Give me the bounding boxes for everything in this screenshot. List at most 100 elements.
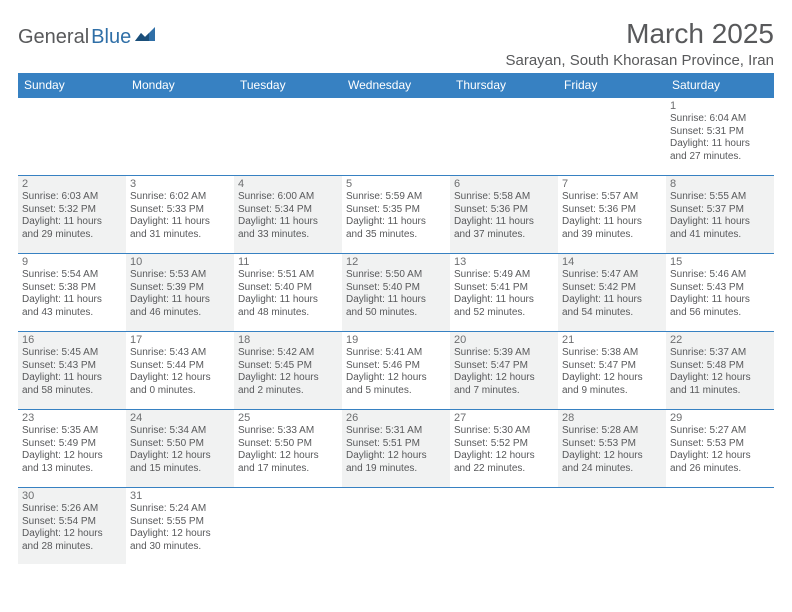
daylight-text2: and 5 minutes. bbox=[346, 385, 446, 398]
calendar-cell: 17Sunrise: 5:43 AMSunset: 5:44 PMDayligh… bbox=[126, 332, 234, 410]
calendar-cell bbox=[666, 488, 774, 564]
day-info: Sunrise: 5:24 AMSunset: 5:55 PMDaylight:… bbox=[130, 503, 230, 553]
sunset-text: Sunset: 5:54 PM bbox=[22, 516, 122, 529]
day-number: 17 bbox=[130, 334, 230, 346]
sunrise-text: Sunrise: 5:57 AM bbox=[562, 191, 662, 204]
day-number: 3 bbox=[130, 178, 230, 190]
sunset-text: Sunset: 5:36 PM bbox=[454, 204, 554, 217]
day-number: 2 bbox=[22, 178, 122, 190]
daylight-text: Daylight: 11 hours bbox=[130, 294, 230, 307]
daylight-text2: and 56 minutes. bbox=[670, 307, 770, 320]
calendar-page: GeneralBlue March 2025 Sarayan, South Kh… bbox=[0, 0, 792, 564]
sunset-text: Sunset: 5:44 PM bbox=[130, 360, 230, 373]
daylight-text2: and 27 minutes. bbox=[670, 151, 770, 164]
weekday-header: Thursday bbox=[450, 73, 558, 98]
daylight-text2: and 15 minutes. bbox=[130, 463, 230, 476]
daylight-text: Daylight: 12 hours bbox=[238, 450, 338, 463]
daylight-text: Daylight: 11 hours bbox=[670, 216, 770, 229]
day-number: 20 bbox=[454, 334, 554, 346]
sunset-text: Sunset: 5:36 PM bbox=[562, 204, 662, 217]
day-number: 14 bbox=[562, 256, 662, 268]
calendar-cell bbox=[126, 98, 234, 176]
sunset-text: Sunset: 5:48 PM bbox=[670, 360, 770, 373]
day-info: Sunrise: 5:28 AMSunset: 5:53 PMDaylight:… bbox=[562, 425, 662, 475]
sunrise-text: Sunrise: 6:04 AM bbox=[670, 113, 770, 126]
calendar-cell bbox=[558, 98, 666, 176]
sunset-text: Sunset: 5:53 PM bbox=[670, 438, 770, 451]
sunrise-text: Sunrise: 5:27 AM bbox=[670, 425, 770, 438]
calendar-cell: 25Sunrise: 5:33 AMSunset: 5:50 PMDayligh… bbox=[234, 410, 342, 488]
weekday-header: Monday bbox=[126, 73, 234, 98]
daylight-text2: and 17 minutes. bbox=[238, 463, 338, 476]
day-info: Sunrise: 5:39 AMSunset: 5:47 PMDaylight:… bbox=[454, 347, 554, 397]
day-number: 15 bbox=[670, 256, 770, 268]
calendar-cell: 30Sunrise: 5:26 AMSunset: 5:54 PMDayligh… bbox=[18, 488, 126, 564]
calendar-cell bbox=[18, 98, 126, 176]
sunset-text: Sunset: 5:47 PM bbox=[562, 360, 662, 373]
sunset-text: Sunset: 5:39 PM bbox=[130, 282, 230, 295]
sunset-text: Sunset: 5:31 PM bbox=[670, 126, 770, 139]
sunset-text: Sunset: 5:40 PM bbox=[238, 282, 338, 295]
daylight-text: Daylight: 11 hours bbox=[346, 294, 446, 307]
daylight-text: Daylight: 12 hours bbox=[130, 372, 230, 385]
calendar-cell bbox=[342, 98, 450, 176]
calendar-cell: 13Sunrise: 5:49 AMSunset: 5:41 PMDayligh… bbox=[450, 254, 558, 332]
daylight-text2: and 48 minutes. bbox=[238, 307, 338, 320]
daylight-text: Daylight: 12 hours bbox=[670, 450, 770, 463]
sunrise-text: Sunrise: 5:50 AM bbox=[346, 269, 446, 282]
daylight-text: Daylight: 11 hours bbox=[238, 216, 338, 229]
sunrise-text: Sunrise: 5:38 AM bbox=[562, 347, 662, 360]
calendar-cell: 16Sunrise: 5:45 AMSunset: 5:43 PMDayligh… bbox=[18, 332, 126, 410]
sunset-text: Sunset: 5:43 PM bbox=[670, 282, 770, 295]
calendar-cell: 8Sunrise: 5:55 AMSunset: 5:37 PMDaylight… bbox=[666, 176, 774, 254]
sunrise-text: Sunrise: 5:33 AM bbox=[238, 425, 338, 438]
calendar-cell: 20Sunrise: 5:39 AMSunset: 5:47 PMDayligh… bbox=[450, 332, 558, 410]
daylight-text: Daylight: 12 hours bbox=[346, 372, 446, 385]
day-number: 12 bbox=[346, 256, 446, 268]
day-number: 13 bbox=[454, 256, 554, 268]
sunrise-text: Sunrise: 5:24 AM bbox=[130, 503, 230, 516]
calendar-cell: 24Sunrise: 5:34 AMSunset: 5:50 PMDayligh… bbox=[126, 410, 234, 488]
sunrise-text: Sunrise: 5:55 AM bbox=[670, 191, 770, 204]
daylight-text2: and 54 minutes. bbox=[562, 307, 662, 320]
sunrise-text: Sunrise: 5:35 AM bbox=[22, 425, 122, 438]
sunset-text: Sunset: 5:35 PM bbox=[346, 204, 446, 217]
calendar-cell: 21Sunrise: 5:38 AMSunset: 5:47 PMDayligh… bbox=[558, 332, 666, 410]
daylight-text2: and 11 minutes. bbox=[670, 385, 770, 398]
daylight-text: Daylight: 12 hours bbox=[346, 450, 446, 463]
calendar-cell bbox=[234, 98, 342, 176]
calendar-cell: 29Sunrise: 5:27 AMSunset: 5:53 PMDayligh… bbox=[666, 410, 774, 488]
daylight-text: Daylight: 12 hours bbox=[238, 372, 338, 385]
daylight-text: Daylight: 12 hours bbox=[562, 450, 662, 463]
calendar-cell: 23Sunrise: 5:35 AMSunset: 5:49 PMDayligh… bbox=[18, 410, 126, 488]
day-number: 27 bbox=[454, 412, 554, 424]
daylight-text2: and 22 minutes. bbox=[454, 463, 554, 476]
day-info: Sunrise: 6:03 AMSunset: 5:32 PMDaylight:… bbox=[22, 191, 122, 241]
calendar-cell bbox=[342, 488, 450, 564]
day-number: 10 bbox=[130, 256, 230, 268]
sunrise-text: Sunrise: 5:51 AM bbox=[238, 269, 338, 282]
daylight-text2: and 43 minutes. bbox=[22, 307, 122, 320]
calendar-cell: 15Sunrise: 5:46 AMSunset: 5:43 PMDayligh… bbox=[666, 254, 774, 332]
day-number: 30 bbox=[22, 490, 122, 502]
sunrise-text: Sunrise: 5:45 AM bbox=[22, 347, 122, 360]
daylight-text2: and 50 minutes. bbox=[346, 307, 446, 320]
calendar-cell: 4Sunrise: 6:00 AMSunset: 5:34 PMDaylight… bbox=[234, 176, 342, 254]
calendar-cell: 18Sunrise: 5:42 AMSunset: 5:45 PMDayligh… bbox=[234, 332, 342, 410]
day-number: 5 bbox=[346, 178, 446, 190]
sunset-text: Sunset: 5:50 PM bbox=[130, 438, 230, 451]
sunset-text: Sunset: 5:52 PM bbox=[454, 438, 554, 451]
day-info: Sunrise: 5:33 AMSunset: 5:50 PMDaylight:… bbox=[238, 425, 338, 475]
daylight-text2: and 0 minutes. bbox=[130, 385, 230, 398]
daylight-text2: and 13 minutes. bbox=[22, 463, 122, 476]
daylight-text2: and 9 minutes. bbox=[562, 385, 662, 398]
calendar-week-row: 30Sunrise: 5:26 AMSunset: 5:54 PMDayligh… bbox=[18, 488, 774, 564]
day-info: Sunrise: 5:42 AMSunset: 5:45 PMDaylight:… bbox=[238, 347, 338, 397]
day-info: Sunrise: 5:58 AMSunset: 5:36 PMDaylight:… bbox=[454, 191, 554, 241]
sunrise-text: Sunrise: 6:03 AM bbox=[22, 191, 122, 204]
day-number: 16 bbox=[22, 334, 122, 346]
day-number: 18 bbox=[238, 334, 338, 346]
sunset-text: Sunset: 5:38 PM bbox=[22, 282, 122, 295]
calendar-cell: 27Sunrise: 5:30 AMSunset: 5:52 PMDayligh… bbox=[450, 410, 558, 488]
day-info: Sunrise: 5:46 AMSunset: 5:43 PMDaylight:… bbox=[670, 269, 770, 319]
